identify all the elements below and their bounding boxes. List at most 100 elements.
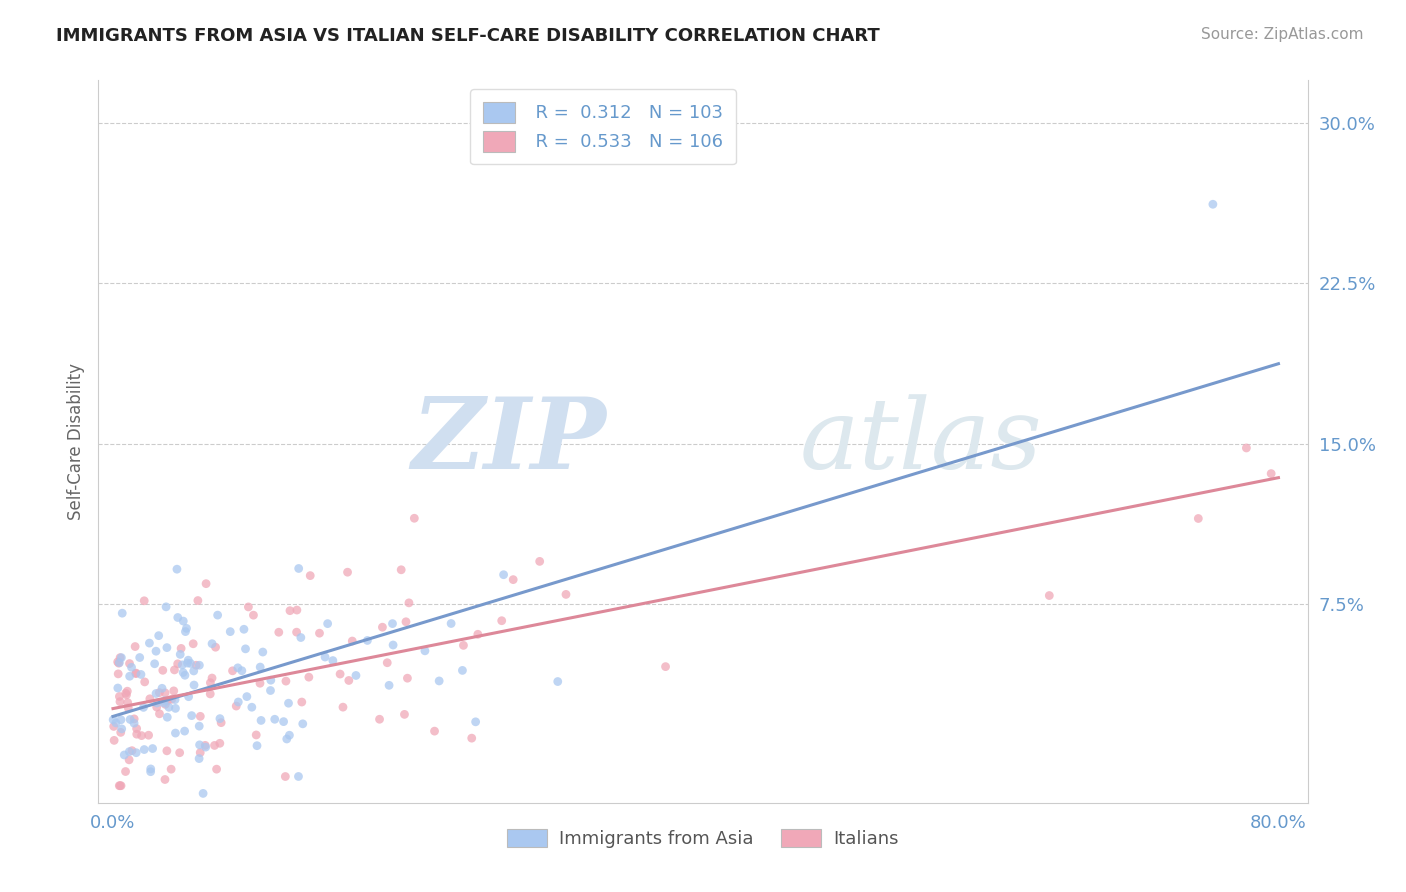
Point bbox=[252, 645, 274, 659]
Point bbox=[107, 655, 129, 669]
Point bbox=[134, 742, 156, 756]
Point bbox=[1187, 511, 1209, 525]
Point bbox=[139, 762, 162, 776]
Point bbox=[160, 692, 183, 706]
Point bbox=[1234, 441, 1257, 455]
Point bbox=[174, 624, 197, 639]
Point bbox=[285, 603, 308, 617]
Point bbox=[396, 671, 419, 685]
Point bbox=[169, 746, 191, 760]
Point bbox=[423, 724, 446, 739]
Point bbox=[115, 688, 138, 702]
Point bbox=[110, 779, 132, 793]
Point bbox=[108, 779, 131, 793]
Point bbox=[249, 676, 271, 690]
Point bbox=[165, 692, 187, 706]
Point bbox=[103, 733, 125, 747]
Point bbox=[156, 640, 179, 655]
Point bbox=[461, 731, 484, 746]
Point bbox=[153, 686, 176, 700]
Point bbox=[1202, 197, 1225, 211]
Point bbox=[209, 715, 232, 730]
Point bbox=[118, 753, 141, 767]
Point bbox=[201, 671, 224, 685]
Point bbox=[382, 638, 405, 652]
Point bbox=[395, 615, 418, 629]
Point bbox=[166, 562, 188, 576]
Point bbox=[404, 511, 426, 525]
Point bbox=[274, 770, 297, 784]
Point bbox=[337, 673, 360, 688]
Point bbox=[163, 684, 186, 698]
Point bbox=[235, 641, 257, 656]
Point bbox=[114, 764, 136, 779]
Point bbox=[342, 634, 364, 648]
Point bbox=[112, 747, 135, 762]
Point bbox=[152, 663, 174, 677]
Point bbox=[138, 636, 160, 650]
Point bbox=[110, 650, 132, 665]
Point bbox=[108, 650, 131, 665]
Point bbox=[122, 712, 145, 726]
Point bbox=[111, 722, 134, 736]
Point bbox=[291, 695, 314, 709]
Text: IMMIGRANTS FROM ASIA VS ITALIAN SELF-CARE DISABILITY CORRELATION CHART: IMMIGRANTS FROM ASIA VS ITALIAN SELF-CAR… bbox=[56, 27, 880, 45]
Point bbox=[125, 666, 148, 681]
Point bbox=[250, 714, 273, 728]
Point bbox=[104, 715, 127, 730]
Point bbox=[290, 631, 312, 645]
Point bbox=[170, 641, 193, 656]
Point bbox=[114, 686, 136, 700]
Legend: Immigrants from Asia, Italians: Immigrants from Asia, Italians bbox=[501, 822, 905, 855]
Point bbox=[314, 650, 336, 665]
Point bbox=[273, 714, 295, 729]
Point bbox=[108, 695, 131, 709]
Point bbox=[188, 751, 211, 765]
Point bbox=[299, 568, 322, 582]
Point bbox=[1038, 589, 1060, 603]
Point bbox=[1260, 467, 1282, 481]
Point bbox=[153, 693, 176, 707]
Point bbox=[371, 620, 394, 634]
Point bbox=[194, 739, 217, 753]
Point bbox=[176, 656, 198, 670]
Point bbox=[188, 709, 211, 723]
Point bbox=[174, 668, 197, 682]
Point bbox=[204, 739, 226, 753]
Point bbox=[267, 625, 290, 640]
Point bbox=[139, 691, 162, 706]
Point bbox=[329, 667, 352, 681]
Point bbox=[201, 637, 224, 651]
Point bbox=[188, 746, 211, 760]
Point bbox=[207, 608, 229, 623]
Point bbox=[145, 644, 167, 658]
Point bbox=[277, 696, 299, 710]
Point bbox=[155, 599, 177, 614]
Point bbox=[166, 610, 188, 624]
Point bbox=[378, 678, 401, 692]
Point bbox=[336, 565, 359, 579]
Point bbox=[278, 604, 301, 618]
Point bbox=[134, 594, 156, 608]
Point bbox=[165, 726, 187, 740]
Point bbox=[186, 658, 208, 673]
Point bbox=[375, 656, 398, 670]
Point bbox=[165, 701, 187, 715]
Point bbox=[231, 664, 253, 678]
Point bbox=[276, 731, 298, 746]
Point bbox=[124, 640, 146, 654]
Point bbox=[125, 746, 148, 760]
Point bbox=[150, 681, 173, 696]
Point bbox=[117, 701, 139, 715]
Text: Source: ZipAtlas.com: Source: ZipAtlas.com bbox=[1201, 27, 1364, 42]
Point bbox=[145, 686, 167, 700]
Point bbox=[117, 684, 139, 698]
Point bbox=[125, 722, 148, 736]
Point bbox=[440, 616, 463, 631]
Point bbox=[121, 744, 143, 758]
Point bbox=[176, 621, 198, 635]
Point bbox=[356, 633, 378, 648]
Point bbox=[156, 744, 179, 758]
Point bbox=[142, 741, 165, 756]
Point bbox=[172, 665, 194, 680]
